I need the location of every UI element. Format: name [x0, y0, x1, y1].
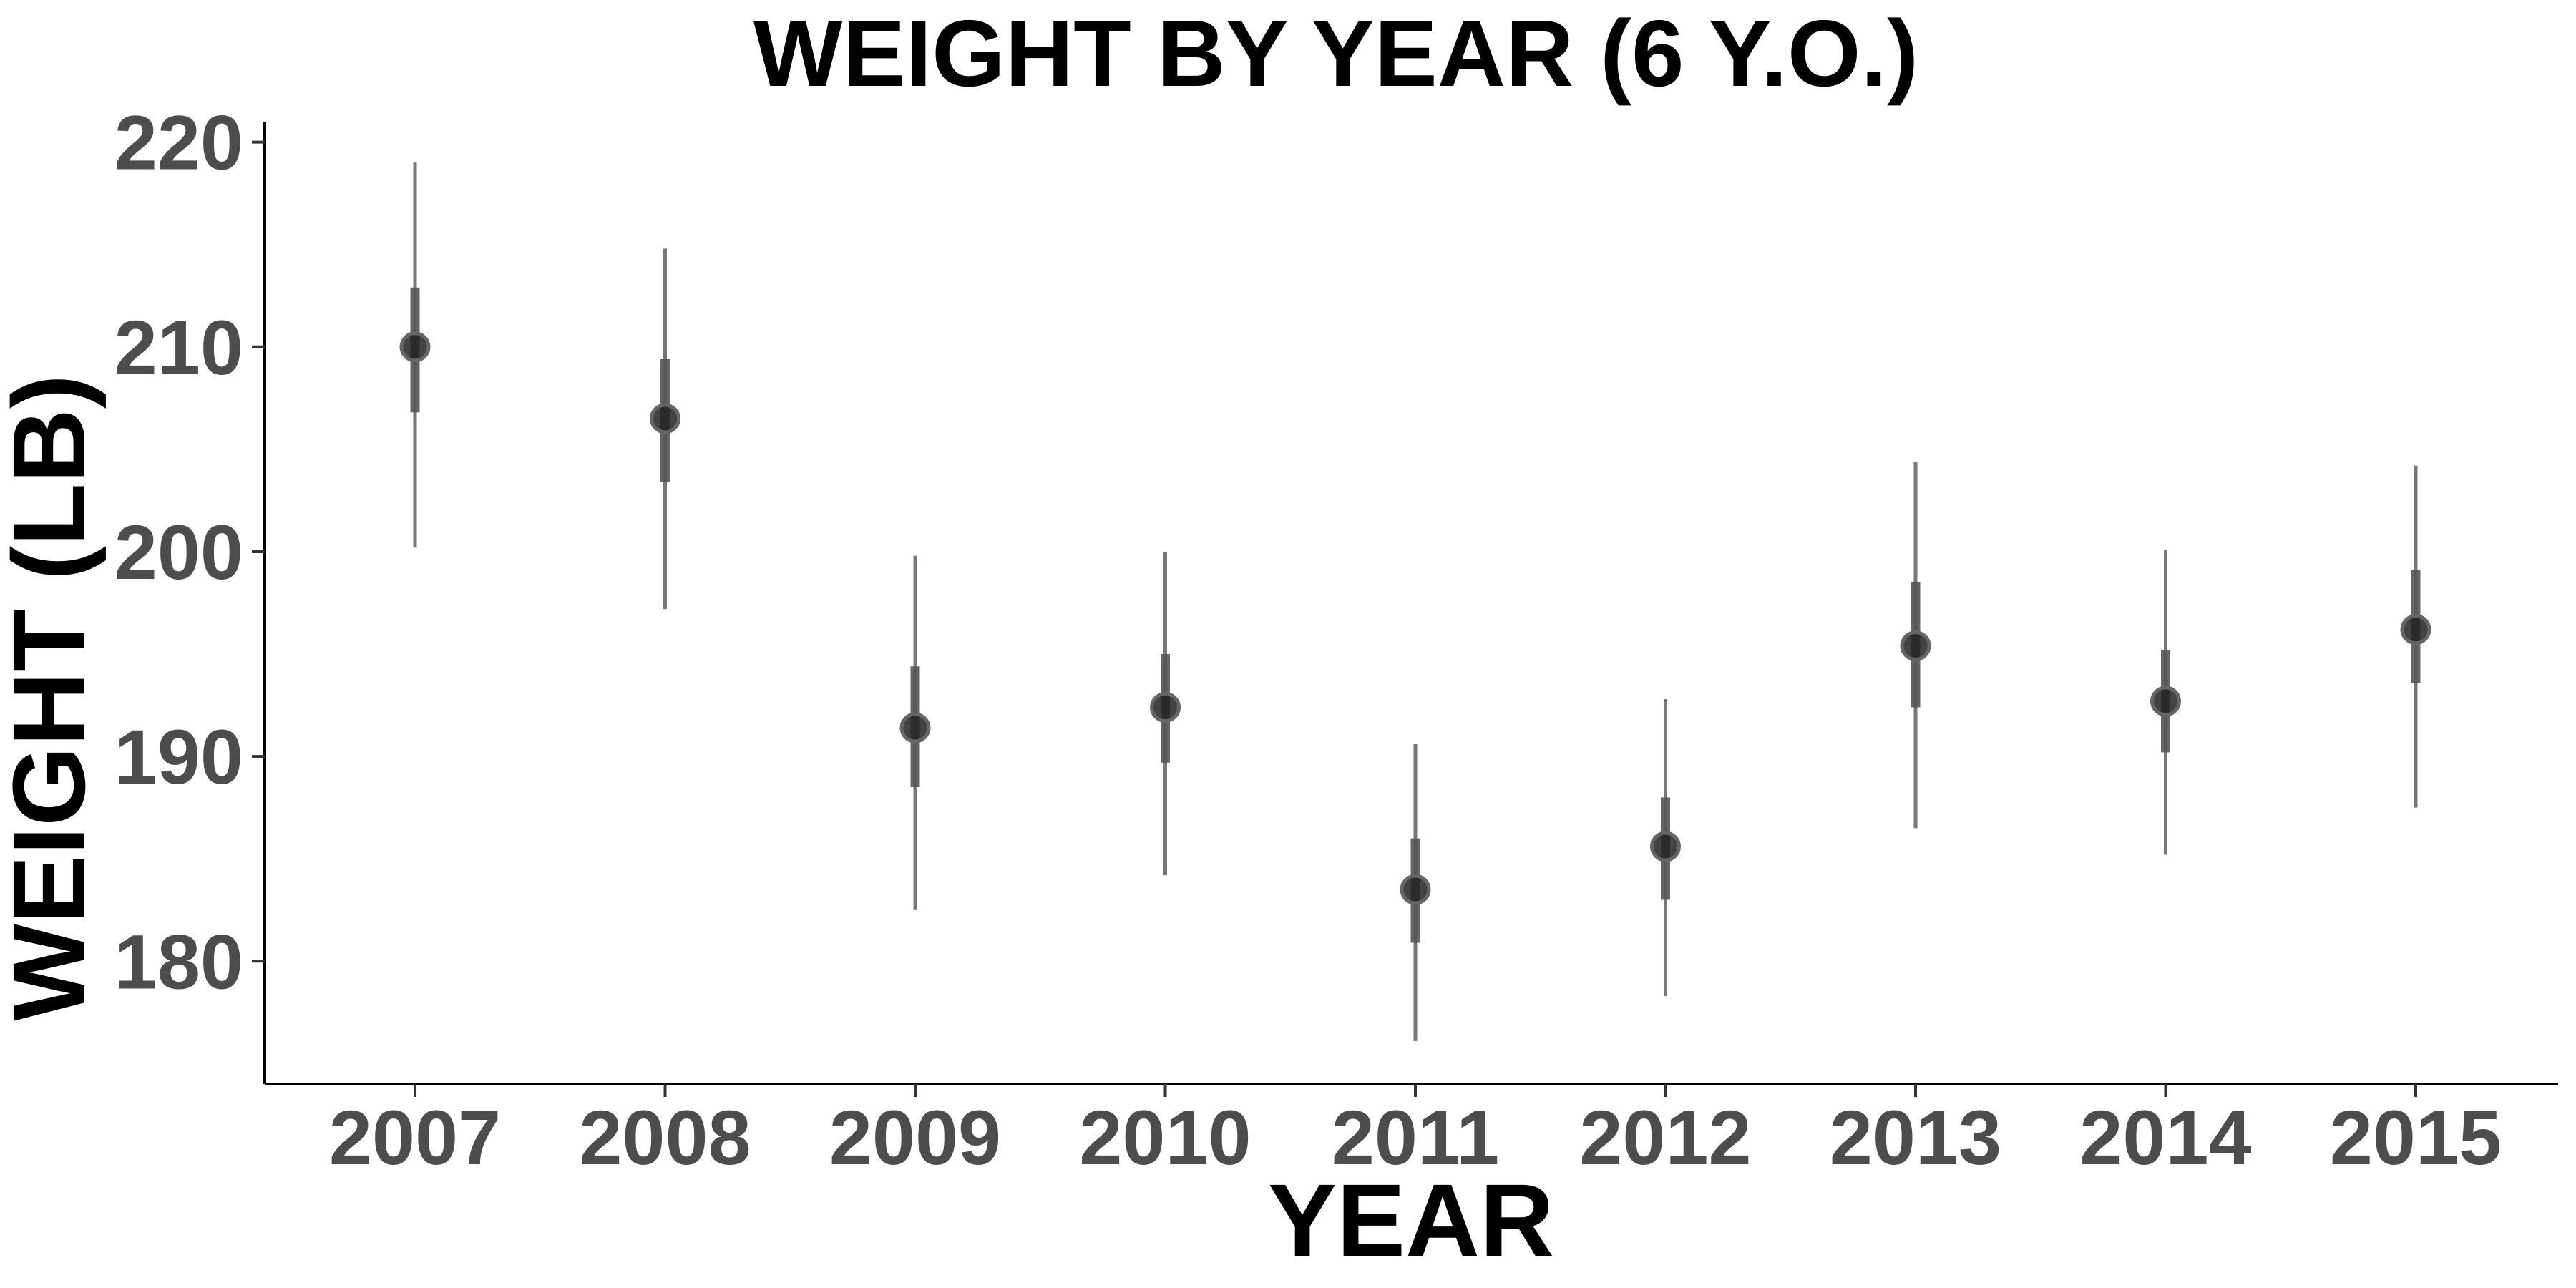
x-ticks: 2007 2008 2009 2010 2011 2012 2013 2014 2015	[329, 1084, 2502, 1181]
data-marks	[399, 162, 2431, 1041]
data-point	[399, 331, 431, 363]
x-tick-label: 2014	[2079, 1094, 2251, 1181]
x-tick-label: 2011	[1332, 1094, 1499, 1181]
y-tick-label: 180	[114, 918, 243, 1005]
data-point	[1900, 630, 1931, 662]
data-point	[899, 712, 931, 743]
y-tick-label: 200	[114, 509, 243, 595]
x-tick-label: 2010	[1079, 1094, 1251, 1181]
y-ticks: 180 190 200 210 220	[114, 99, 265, 1005]
data-point	[1400, 874, 1431, 905]
x-tick-label: 2015	[2330, 1094, 2502, 1181]
y-tick-label: 220	[114, 99, 243, 186]
x-tick-label: 2012	[1579, 1094, 1751, 1181]
data-point	[2150, 686, 2181, 717]
data-point	[1650, 831, 1681, 862]
data-point	[650, 403, 680, 434]
y-tick-label: 190	[114, 713, 243, 800]
x-tick-label: 2008	[579, 1094, 751, 1181]
x-tick-label: 2009	[829, 1094, 1001, 1181]
x-axis-title: YEAR	[1268, 1163, 1554, 1278]
y-axis-title: WEIGHT (LB)	[0, 374, 107, 1021]
x-tick-label: 2013	[1830, 1094, 2001, 1181]
chart-title: WEIGHT BY YEAR (6 Y.O.)	[753, 1, 1918, 106]
data-point	[2400, 614, 2431, 645]
y-tick-label: 210	[114, 304, 243, 391]
x-tick-label: 2007	[329, 1094, 501, 1181]
data-point	[1150, 691, 1181, 723]
